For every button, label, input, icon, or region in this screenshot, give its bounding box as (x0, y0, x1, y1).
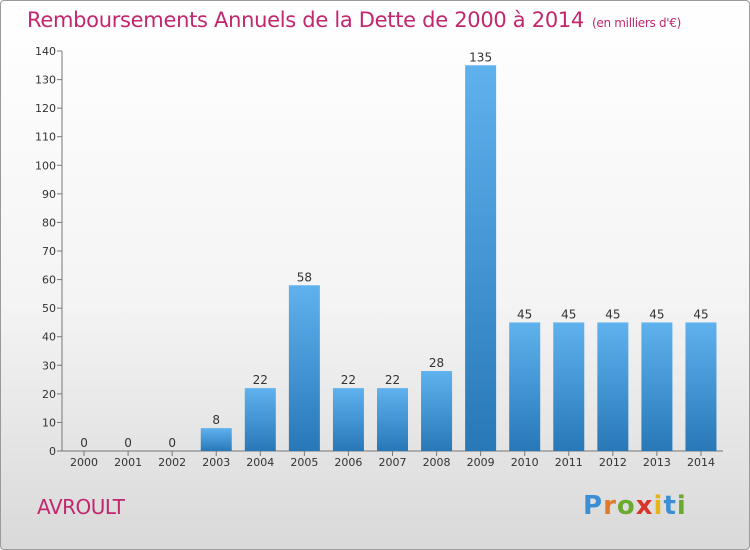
y-tick-label: 10 (42, 416, 56, 429)
x-tick-label: 2001 (114, 456, 142, 469)
y-tick-label: 30 (42, 359, 56, 372)
y-tick-label: 120 (35, 102, 56, 115)
y-tick-label: 0 (49, 445, 56, 458)
logo-letter: t (663, 491, 677, 521)
y-tick-label: 50 (42, 302, 56, 315)
chart-title: Remboursements Annuels de la Dette de 20… (27, 8, 681, 32)
x-tick-label: 2000 (70, 456, 98, 469)
bar (465, 65, 497, 452)
x-tick-label: 2002 (158, 456, 186, 469)
x-tick-label: 2008 (423, 456, 451, 469)
x-tick-label: 2003 (202, 456, 230, 469)
data-label: 22 (253, 373, 268, 387)
x-tick-label: 2010 (511, 456, 539, 469)
logo-letter: o (616, 491, 636, 521)
x-tick-label: 2013 (643, 456, 671, 469)
y-tick-label: 90 (42, 188, 56, 201)
data-label: 8 (212, 413, 220, 427)
y-tick-label: 100 (35, 159, 56, 172)
y-tick-label: 140 (35, 45, 56, 58)
y-tick-label: 40 (42, 331, 56, 344)
data-label: 45 (605, 307, 620, 321)
x-tick-label: 2012 (599, 456, 627, 469)
y-tick-label: 110 (35, 131, 56, 144)
data-label: 135 (469, 50, 492, 64)
data-label: 45 (693, 307, 708, 321)
logo-letter: i (676, 491, 687, 521)
x-tick-label: 2004 (246, 456, 274, 469)
bar (641, 322, 673, 451)
data-label: 22 (341, 373, 356, 387)
commune-name: AVROULT (37, 495, 125, 519)
logo-letter: x (635, 491, 654, 521)
bar (288, 285, 320, 451)
y-tick-label: 60 (42, 274, 56, 287)
x-tick-label: 2009 (467, 456, 495, 469)
data-label: 45 (561, 307, 576, 321)
proxiti-logo: Proxiti (583, 491, 687, 521)
data-label: 45 (517, 307, 532, 321)
x-tick-label: 2006 (334, 456, 362, 469)
data-label: 0 (80, 436, 88, 450)
y-tick-label: 70 (42, 245, 56, 258)
data-label: 58 (297, 270, 312, 284)
data-label: 28 (429, 356, 444, 370)
bar (509, 322, 541, 451)
data-label: 0 (124, 436, 132, 450)
y-tick-label: 80 (42, 216, 56, 229)
bar (421, 371, 453, 451)
x-tick-label: 2007 (379, 456, 407, 469)
data-label: 0 (168, 436, 176, 450)
bar (685, 322, 717, 451)
unit-text: (en milliers d'€) (592, 16, 682, 30)
logo-letter: r (603, 491, 617, 521)
title-text: Remboursements Annuels de la Dette de 20… (27, 8, 584, 32)
bar (597, 322, 629, 451)
bar (377, 388, 408, 451)
bar (553, 322, 585, 451)
x-tick-label: 2005 (290, 456, 318, 469)
data-label: 45 (649, 307, 664, 321)
bar (200, 428, 232, 451)
data-label: 22 (385, 373, 400, 387)
bar (244, 388, 276, 451)
y-tick-label: 130 (35, 74, 56, 87)
x-tick-label: 2014 (687, 456, 715, 469)
y-tick-label: 20 (42, 388, 56, 401)
logo-letter: P (583, 491, 604, 521)
x-tick-label: 2011 (555, 456, 583, 469)
bar (332, 388, 364, 451)
logo-letter: i (653, 491, 664, 521)
